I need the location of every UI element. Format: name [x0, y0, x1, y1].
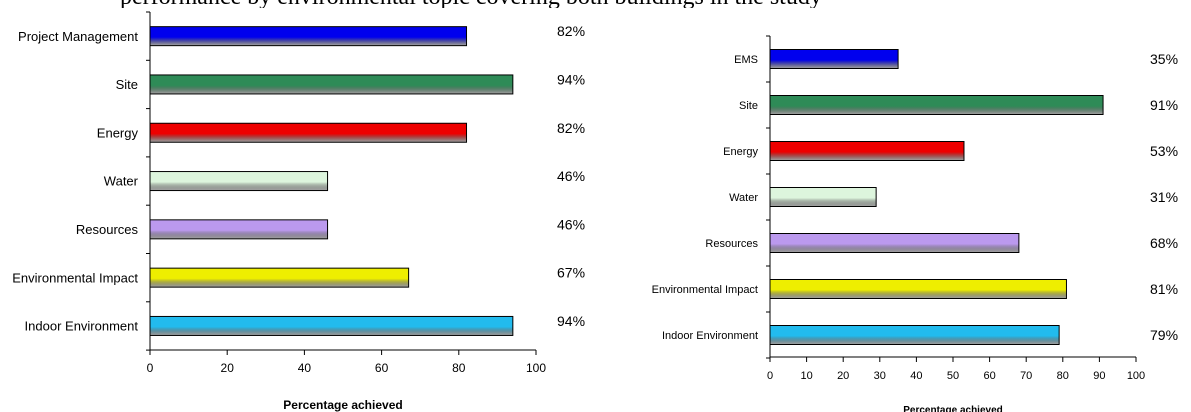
right-x-tick-label: 30	[874, 370, 886, 382]
left-x-tick-label: 60	[375, 361, 389, 375]
left-category-label: Site	[116, 77, 138, 92]
left-x-tick-label: 80	[452, 361, 466, 375]
chart-left: 0 20 40 60 80 100 Project Management 82% Site 94%…	[12, 11, 585, 412]
chart-right: 0 10 20 30 40 50 60 70 80 90 100 EMS 35% Site 91% Energ…	[652, 35, 1178, 412]
right-x-tick-label: 0	[767, 370, 773, 382]
left-bar	[149, 171, 329, 192]
left-bar	[149, 26, 468, 47]
left-data-label: 46%	[557, 168, 585, 184]
left-category-label: Energy	[97, 125, 139, 140]
right-x-tick-label: 50	[947, 370, 959, 382]
right-x-tick-label: 80	[1057, 370, 1069, 382]
left-x-tick-label: 20	[221, 361, 235, 375]
right-x-tick-label: 10	[800, 370, 812, 382]
right-data-label: 31%	[1150, 189, 1178, 205]
right-x-tick-label: 100	[1127, 370, 1145, 382]
left-category-label: Project Management	[18, 29, 138, 44]
left-data-label: 46%	[557, 216, 585, 232]
left-x-tick-label: 40	[298, 361, 312, 375]
right-bar	[769, 279, 1067, 299]
left-bar	[149, 122, 468, 143]
left-category-label: Environmental Impact	[12, 270, 138, 285]
right-data-label: 35%	[1150, 51, 1178, 67]
right-x-tick-label: 70	[1020, 370, 1032, 382]
left-data-label: 67%	[557, 265, 585, 281]
left-category-label: Resources	[76, 222, 139, 237]
right-bar	[769, 141, 965, 161]
right-category-label: Energy	[723, 146, 758, 158]
caption-text: performance by environmental topic cover…	[120, 0, 1120, 8]
left-data-label: 82%	[557, 23, 585, 39]
right-x-tick-label: 90	[1093, 370, 1105, 382]
left-category-label: Indoor Environment	[25, 319, 139, 334]
left-bar	[149, 219, 329, 240]
left-x-tick-label: 100	[526, 361, 546, 375]
right-data-label: 53%	[1150, 143, 1178, 159]
right-category-label: EMS	[734, 54, 758, 66]
right-bar	[769, 49, 899, 69]
right-category-label: Water	[729, 192, 758, 204]
right-data-label: 79%	[1150, 327, 1178, 343]
left-category-label: Water	[104, 174, 139, 189]
left-x-axis-title: Percentage achieved	[283, 398, 402, 412]
left-bar	[149, 267, 410, 288]
right-category-label: Site	[739, 100, 758, 112]
right-bar	[769, 325, 1060, 345]
right-data-label: 68%	[1150, 235, 1178, 251]
right-bar	[769, 233, 1020, 253]
left-x-tick-label: 0	[147, 361, 154, 375]
right-data-label: 81%	[1150, 281, 1178, 297]
right-x-tick-label: 40	[910, 370, 922, 382]
right-bar	[769, 187, 877, 207]
left-data-label: 94%	[557, 313, 585, 329]
right-bar	[769, 95, 1104, 115]
right-category-label: Resources	[705, 238, 758, 250]
right-category-label: Environmental Impact	[652, 284, 758, 296]
right-x-tick-label: 60	[983, 370, 995, 382]
left-bar	[149, 315, 514, 336]
left-data-label: 94%	[557, 71, 585, 87]
right-x-tick-label: 20	[837, 370, 849, 382]
left-data-label: 82%	[557, 120, 585, 136]
right-x-axis-title: Percentage achieved	[903, 405, 1003, 412]
left-bar	[149, 74, 514, 95]
right-data-label: 91%	[1150, 97, 1178, 113]
right-category-label: Indoor Environment	[662, 330, 758, 342]
